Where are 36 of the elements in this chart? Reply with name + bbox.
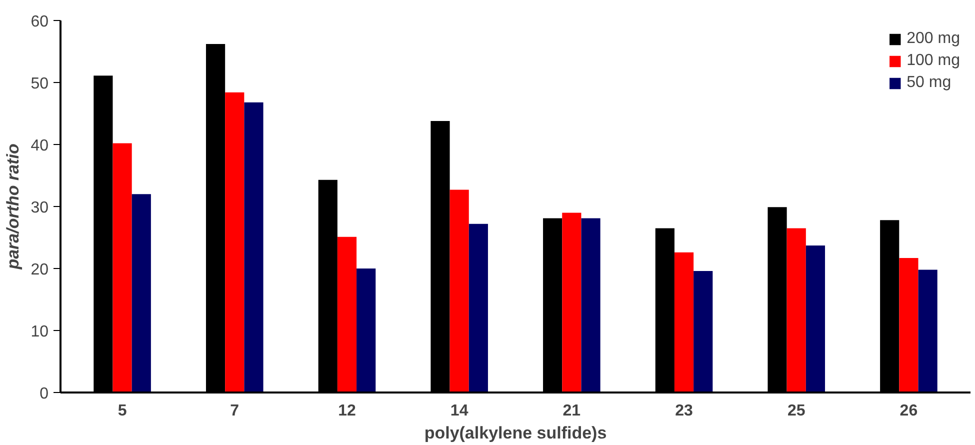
x-tick-label: 7: [230, 402, 240, 420]
bar: [244, 102, 264, 392]
y-tick-label: 50: [30, 76, 49, 92]
bar: [132, 194, 151, 392]
y-tick-label: 10: [30, 324, 49, 340]
x-tick-label: 23: [675, 402, 694, 420]
y-axis-title: para/ortho ratio: [4, 144, 23, 270]
bar: [562, 212, 582, 392]
bar: [674, 252, 694, 392]
bar: [899, 258, 918, 392]
x-tick-label: 5: [118, 402, 127, 420]
y-tick-label: 40: [30, 138, 49, 154]
y-tick-label: 0: [40, 386, 49, 402]
bar: [450, 190, 469, 392]
bar: [694, 270, 713, 392]
bar: [337, 236, 357, 392]
y-tick-label: 30: [30, 200, 49, 216]
x-tick-label: 21: [562, 402, 581, 420]
bar: [786, 228, 806, 392]
bar: [356, 268, 376, 392]
legend-label: 100 mg: [906, 52, 960, 70]
y-tick-label: 20: [30, 262, 49, 278]
bar: [581, 218, 600, 392]
x-tick-label: 14: [450, 402, 468, 420]
bar: [112, 143, 132, 392]
bar: [225, 92, 244, 392]
bar: [806, 246, 826, 392]
bar: [468, 224, 488, 392]
x-tick-label: 26: [900, 402, 918, 420]
legend-label: 50 mg: [906, 74, 952, 92]
x-axis-title: poly(alkylene sulfide)s: [424, 424, 607, 442]
bar: [918, 270, 938, 392]
x-tick-label: 25: [787, 402, 806, 420]
x-tick-label: 12: [338, 402, 356, 420]
y-tick-label: 60: [30, 14, 49, 30]
legend-label: 200 mg: [906, 30, 960, 48]
